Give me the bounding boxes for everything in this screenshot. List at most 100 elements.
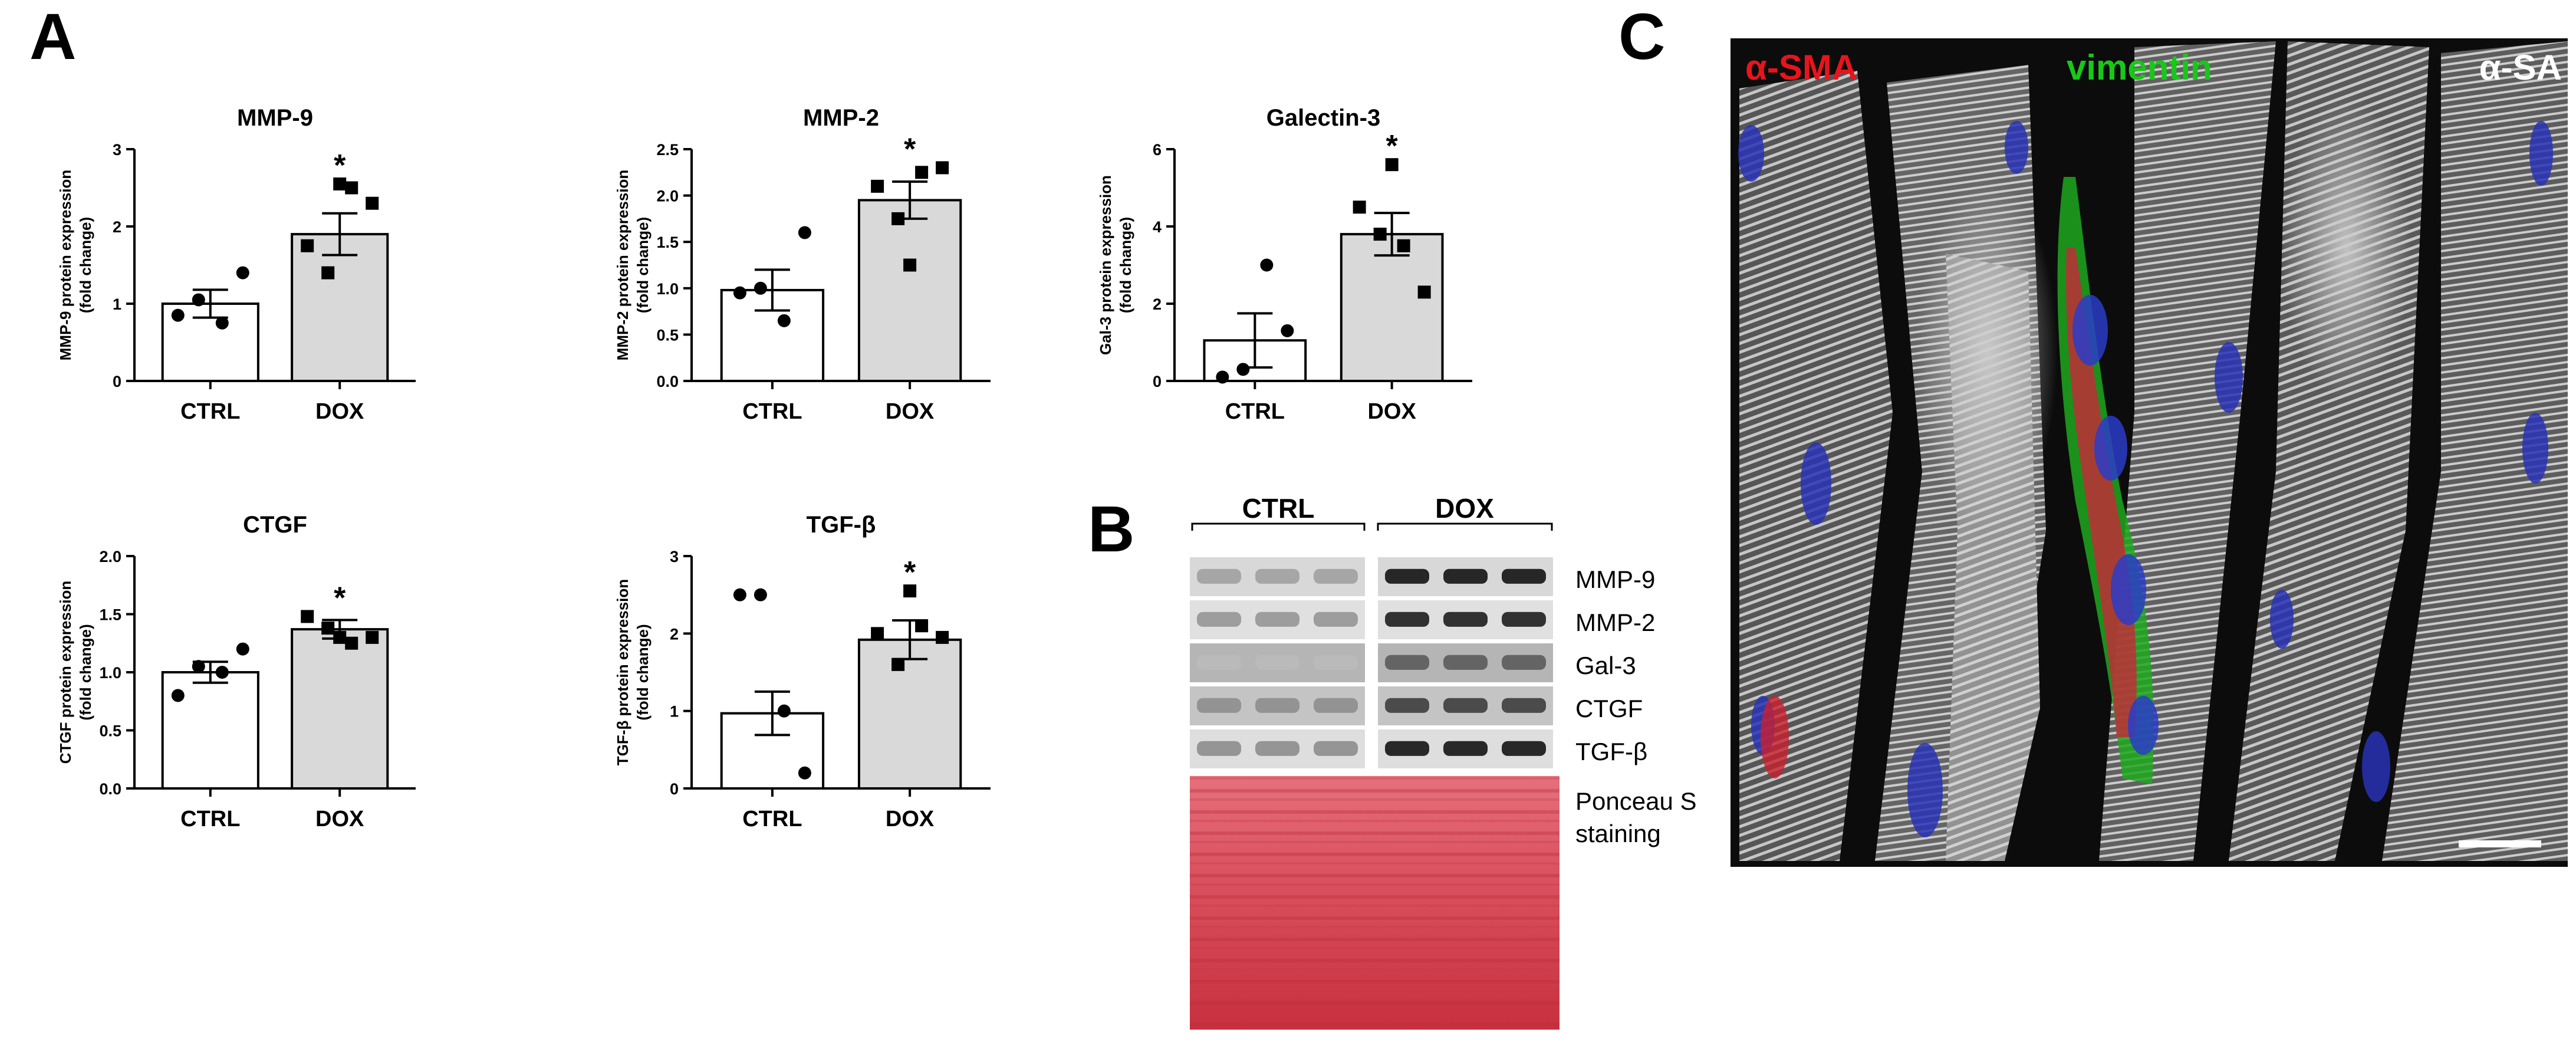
tgfb-point-ctrl xyxy=(733,588,746,601)
ctgf-point-dox xyxy=(321,622,335,635)
ctgf-point-ctrl xyxy=(171,689,185,702)
mmp2-point-dox xyxy=(936,161,949,175)
blot-label-mmp9: MMP-9 xyxy=(1575,566,1655,593)
mmp9-ylabel-line2: (fold change) xyxy=(77,217,94,313)
blot-gal3-ctrl xyxy=(1190,643,1365,682)
tgfb-point-dox xyxy=(903,584,917,598)
tgfb-error-bar-ctrl xyxy=(754,690,790,737)
blot-mmp9-ctrl xyxy=(1190,557,1365,596)
mmp2-point-ctrl xyxy=(733,286,746,300)
tgfb-title: TGF-β xyxy=(807,512,876,538)
blot-tgfb-dox xyxy=(1378,729,1553,768)
galectin3-ylabel-line2: (fold change) xyxy=(1117,217,1134,313)
mmp2-point-dox xyxy=(903,258,917,272)
galectin3-xtick-label-ctrl: CTRL xyxy=(1225,399,1285,424)
western-blot: CTRL DOX Ponceau S staining MMP-9 MMP-2 … xyxy=(1190,493,1697,1030)
ctgf-ylabel-line2: (fold change) xyxy=(77,624,94,720)
mmp2-point-ctrl xyxy=(777,314,791,327)
ctgf-title: CTGF xyxy=(243,512,307,538)
mmp9-ytick-label: 0 xyxy=(113,373,121,390)
blot-mmp9-dox xyxy=(1378,557,1553,596)
mmp2-xtick-label-dox: DOX xyxy=(886,399,935,424)
mmp2-ytick-label: 2.0 xyxy=(656,188,679,205)
ponceau-label-line2: staining xyxy=(1575,820,1661,847)
galectin3-ytick-label: 6 xyxy=(1153,141,1162,159)
mmp2-significance-marker: * xyxy=(904,132,916,166)
ctgf-bar-dox xyxy=(291,628,389,790)
galectin3-point-ctrl xyxy=(1216,370,1229,384)
mmp2-point-ctrl xyxy=(798,226,811,239)
tgfb-ytick-label: 2 xyxy=(670,625,679,643)
mmp9-significance-marker: * xyxy=(334,149,346,183)
scale-bar xyxy=(2459,840,2541,847)
blot-gal3-dox xyxy=(1378,643,1553,682)
panel-label-c: C xyxy=(1618,1,1665,73)
tgfb-significance-marker: * xyxy=(904,555,916,590)
mmp9-ytick-label: 3 xyxy=(113,141,121,159)
mmp2-ylabel-line2: (fold change) xyxy=(634,217,652,313)
mmp2-ytick-label: 2.5 xyxy=(656,141,679,159)
label-alpha-sma: α-SMA xyxy=(1745,48,1857,87)
ponceau-bands xyxy=(1190,776,1560,1030)
tgfb-point-dox xyxy=(915,619,929,633)
tgfb-ytick-label: 1 xyxy=(670,703,679,721)
mmp2-ytick-label: 1.0 xyxy=(656,280,679,298)
mmp2-point-dox xyxy=(871,179,884,193)
ctgf-ytick-label: 2.0 xyxy=(99,548,121,566)
mmp2-point-dox xyxy=(891,212,905,225)
ctgf-significance-marker: * xyxy=(334,581,346,615)
ctgf-point-dox xyxy=(366,630,379,644)
blot-label-mmp2: MMP-2 xyxy=(1575,609,1655,636)
mmp9-ylabel-line1: MMP-9 protein expression xyxy=(57,170,74,361)
galectin3-point-ctrl xyxy=(1281,324,1294,337)
label-alpha-sa: α-SA xyxy=(2479,48,2562,87)
galectin3-point-dox xyxy=(1397,239,1410,252)
sma-accent xyxy=(1761,696,1789,778)
label-vimentin: vimentin xyxy=(2067,48,2212,87)
galectin3-point-dox xyxy=(1353,200,1366,214)
ctgf-xtick-label-ctrl: CTRL xyxy=(180,807,240,831)
tgfb-point-ctrl xyxy=(798,766,811,780)
mmp9-ytick-label: 2 xyxy=(113,218,121,236)
mmp9-xtick-label-dox: DOX xyxy=(315,399,364,424)
galectin3-title: Galectin-3 xyxy=(1266,105,1380,131)
blot-label-tgfb: TGF-β xyxy=(1575,738,1647,765)
tgfb-point-ctrl xyxy=(777,704,791,718)
mmp9-title: MMP-9 xyxy=(237,105,313,131)
blot-ctgf-ctrl xyxy=(1190,686,1365,725)
mmp9-error-bar-dox xyxy=(322,212,358,257)
ctgf-ytick-label: 0.0 xyxy=(99,780,121,798)
mmp9-point-dox xyxy=(301,239,314,252)
galectin3-ylabel-line1: Gal-3 protein expression xyxy=(1097,175,1114,355)
bar-chart-mmp9: MMP-9 MMP-9 protein expression (fold chang… xyxy=(57,105,416,424)
ctgf-point-dox xyxy=(345,636,358,650)
tgfb-ytick-label: 0 xyxy=(670,780,679,798)
group-label-ctrl: CTRL xyxy=(1242,493,1315,524)
galectin3-point-ctrl xyxy=(1236,363,1250,376)
panel-label-b: B xyxy=(1088,493,1134,566)
ctgf-point-dox xyxy=(301,610,314,623)
mmp9-ytick-label: 1 xyxy=(113,295,121,313)
ctgf-ytick-label: 1.0 xyxy=(99,664,121,682)
mmp9-point-ctrl xyxy=(192,293,205,307)
tgfb-xtick-label-ctrl: CTRL xyxy=(742,807,802,831)
mmp2-ylabel-line1: MMP-2 protein expression xyxy=(614,170,631,361)
alpha-sa-fibers xyxy=(1739,41,2568,861)
vimentin-sma-vessel xyxy=(2057,177,2159,784)
galectin3-bar-dox xyxy=(1340,233,1444,382)
mmp2-ytick-label: 0.0 xyxy=(656,373,679,390)
galectin3-significance-marker: * xyxy=(1386,129,1399,163)
ctgf-ytick-label: 0.5 xyxy=(99,722,121,740)
mmp2-ytick-label: 0.5 xyxy=(656,326,679,344)
mmp2-ytick-label: 1.5 xyxy=(656,234,679,251)
mmp2-error-bar-ctrl xyxy=(754,268,790,312)
mmp9-point-dox xyxy=(345,181,358,195)
galectin3-point-dox xyxy=(1373,228,1387,241)
galectin3-xtick-label-dox: DOX xyxy=(1367,399,1416,424)
nuclei xyxy=(1738,121,2553,837)
mmp9-xtick-label-ctrl: CTRL xyxy=(180,399,240,424)
mmp9-point-ctrl xyxy=(215,316,229,330)
blot-label-gal3: Gal-3 xyxy=(1575,652,1636,679)
ctgf-point-ctrl xyxy=(236,642,249,656)
